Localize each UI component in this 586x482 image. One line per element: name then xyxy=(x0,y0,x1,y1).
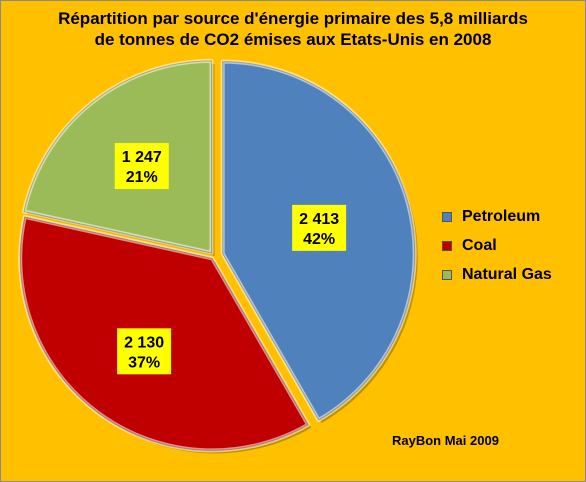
credit-text: RayBon Mai 2009 xyxy=(392,433,499,448)
pie-data-labels: 2 413 42% 2 130 37% 1 247 21% xyxy=(114,143,347,375)
data-label-percent-natural-gas: 21% xyxy=(126,169,158,186)
data-label-percent-coal: 37% xyxy=(128,354,160,371)
legend-label-coal: Coal xyxy=(462,236,497,254)
data-label-coal: 2 130 37% xyxy=(117,328,172,375)
chart-title: Répartition par source d'énergie primair… xyxy=(0,8,586,50)
data-label-percent-petroleum: 42% xyxy=(303,231,335,248)
pie-slice-edge-natural-gas xyxy=(23,60,212,254)
data-label-value-coal: 2 130 xyxy=(124,334,164,351)
legend-swatch-coal xyxy=(442,240,452,251)
data-label-petroleum: 2 413 42% xyxy=(292,204,347,251)
data-label-natural-gas: 1 247 21% xyxy=(114,143,169,190)
data-label-box-coal xyxy=(117,328,172,375)
data-label-box-petroleum xyxy=(292,204,347,251)
data-label-box-natural-gas xyxy=(114,143,169,190)
data-label-value-natural-gas: 1 247 xyxy=(122,149,162,166)
legend-label-natural-gas: Natural Gas xyxy=(462,265,552,283)
legend-label-petroleum: Petroleum xyxy=(462,207,541,225)
pie-slice-edge-petroleum xyxy=(222,61,416,421)
pie-slices xyxy=(18,58,418,454)
legend-item-natural-gas: Natural Gas xyxy=(442,260,552,289)
legend-swatch-natural-gas xyxy=(442,269,452,280)
legend-item-petroleum: Petroleum xyxy=(442,202,552,231)
pie-slice-edge-coal xyxy=(19,216,309,451)
legend-swatch-petroleum xyxy=(442,211,452,222)
legend-item-coal: Coal xyxy=(442,231,552,260)
legend: Petroleum Coal Natural Gas xyxy=(442,202,552,289)
data-label-value-petroleum: 2 413 xyxy=(299,211,339,228)
chart-title-text: Répartition par source d'énergie primair… xyxy=(58,9,528,49)
